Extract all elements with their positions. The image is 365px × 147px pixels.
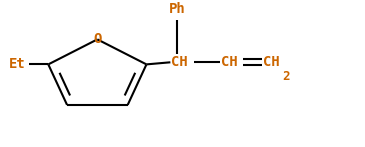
Text: CH: CH [171, 55, 188, 69]
Text: CH: CH [263, 55, 280, 69]
Text: CH: CH [221, 55, 238, 69]
Text: Ph: Ph [169, 2, 185, 16]
Text: O: O [93, 32, 101, 46]
Text: Et: Et [9, 57, 26, 71]
Text: 2: 2 [282, 70, 289, 83]
